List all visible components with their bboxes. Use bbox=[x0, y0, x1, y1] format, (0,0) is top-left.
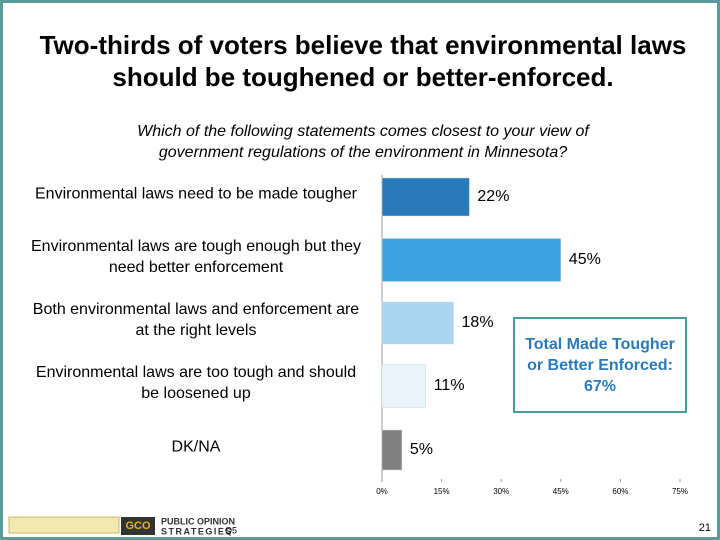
logo-mark: GCO bbox=[125, 520, 151, 532]
category-label: Environmental laws are tough enough but … bbox=[31, 238, 361, 276]
page-number: 21 bbox=[699, 522, 711, 534]
logo-icon bbox=[121, 517, 155, 535]
value-label: 11% bbox=[434, 377, 465, 394]
logo-text: PUBLIC OPINION bbox=[161, 516, 235, 526]
category-label: Both environmental laws and enforcement … bbox=[32, 301, 360, 339]
question-number: Q5 bbox=[225, 525, 237, 535]
x-tick-label: 0% bbox=[376, 487, 388, 496]
chart-title: Two-thirds of voters believe that enviro… bbox=[39, 30, 687, 92]
value-label: 45% bbox=[569, 251, 601, 268]
x-tick-label: 30% bbox=[493, 487, 509, 496]
category-label: Environmental laws are too tough and sho… bbox=[35, 364, 357, 402]
bar bbox=[381, 429, 403, 471]
chart: GCO PUBLIC OPINION STRATEGIES Q5 21 0% 15… bbox=[8, 175, 711, 536]
category-label: DK/NA bbox=[171, 438, 221, 456]
x-tick-label: 60% bbox=[612, 487, 628, 496]
bar bbox=[381, 364, 426, 408]
x-tick-label: 45% bbox=[553, 487, 569, 496]
annotation: Total Made Tougher or Better Enforced: 6… bbox=[525, 335, 675, 395]
x-tick-label: 75% bbox=[672, 487, 688, 496]
annotation-box bbox=[513, 317, 687, 413]
bar bbox=[381, 177, 470, 217]
bar bbox=[381, 238, 562, 282]
chart-subtitle: Which of the following statements comes … bbox=[137, 123, 589, 161]
x-tick-label: 15% bbox=[434, 487, 450, 496]
value-label: 22% bbox=[477, 188, 509, 205]
category-label: Environmental laws need to be made tough… bbox=[35, 185, 357, 203]
value-label: 18% bbox=[462, 314, 494, 331]
bar bbox=[381, 301, 454, 345]
value-label: 5% bbox=[410, 441, 433, 458]
logo-left bbox=[8, 516, 120, 534]
logo-text: STRATEGIES bbox=[161, 526, 233, 536]
